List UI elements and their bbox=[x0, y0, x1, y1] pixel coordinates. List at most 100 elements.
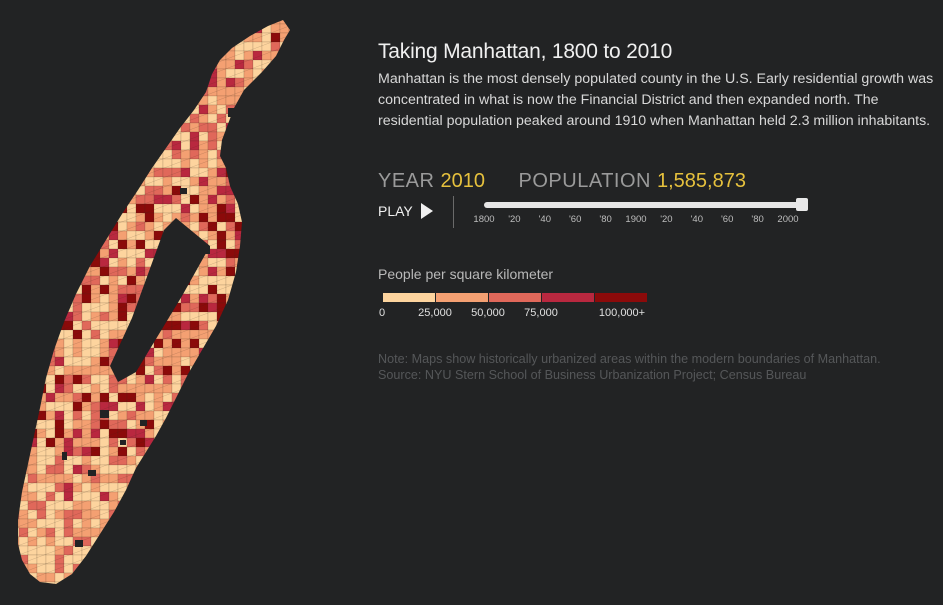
density-cell bbox=[216, 437, 227, 448]
density-cell bbox=[54, 428, 65, 439]
density-cell bbox=[153, 167, 164, 178]
density-cell bbox=[244, 591, 253, 600]
density-cell bbox=[198, 176, 209, 187]
density-cell bbox=[18, 491, 20, 502]
density-cell bbox=[252, 68, 263, 79]
density-cell bbox=[18, 401, 20, 412]
density-cell bbox=[216, 401, 227, 412]
density-cell bbox=[189, 428, 200, 439]
density-cell bbox=[216, 356, 227, 367]
density-cell bbox=[234, 104, 245, 115]
density-cell bbox=[72, 176, 83, 187]
timeline-slider[interactable] bbox=[484, 202, 806, 208]
population-label: POPULATION bbox=[518, 170, 651, 192]
density-cell bbox=[90, 50, 101, 61]
density-cell bbox=[189, 329, 200, 340]
density-cell bbox=[36, 212, 47, 223]
density-cell bbox=[162, 212, 173, 223]
density-cell bbox=[243, 527, 254, 538]
density-cell bbox=[126, 122, 137, 133]
density-cell bbox=[108, 212, 119, 223]
density-cell bbox=[171, 329, 182, 340]
density-cell bbox=[18, 212, 29, 223]
density-cell bbox=[126, 545, 137, 556]
density-cell bbox=[36, 131, 47, 142]
density-cell bbox=[207, 482, 218, 493]
density-cell bbox=[180, 77, 191, 88]
timeline-handle[interactable] bbox=[796, 198, 808, 211]
density-cell bbox=[99, 446, 110, 457]
density-cell bbox=[279, 20, 290, 25]
density-cell bbox=[45, 212, 56, 223]
density-cell bbox=[63, 392, 74, 403]
density-cell bbox=[153, 500, 164, 511]
density-cell bbox=[27, 428, 38, 439]
density-cell bbox=[18, 113, 29, 124]
density-cell bbox=[198, 77, 209, 88]
density-cell bbox=[270, 500, 281, 511]
density-cell bbox=[27, 401, 38, 412]
density-cell bbox=[198, 293, 209, 304]
density-cell bbox=[99, 32, 110, 43]
density-cell bbox=[181, 591, 190, 600]
density-cell bbox=[54, 59, 65, 70]
density-cell bbox=[298, 42, 307, 51]
density-cell bbox=[27, 554, 38, 565]
density-cell bbox=[63, 410, 74, 421]
density-cell bbox=[135, 77, 146, 88]
density-cell bbox=[189, 500, 200, 511]
density-cell bbox=[108, 392, 119, 403]
density-cell bbox=[90, 257, 101, 268]
density-cell bbox=[18, 392, 29, 403]
density-cell bbox=[189, 356, 200, 367]
density-cell bbox=[45, 221, 56, 232]
density-cell bbox=[180, 104, 191, 115]
density-cell bbox=[216, 20, 227, 25]
density-cell bbox=[135, 446, 146, 457]
density-cell bbox=[36, 302, 47, 313]
density-cell bbox=[216, 77, 227, 88]
density-cell bbox=[171, 113, 182, 124]
density-cell bbox=[162, 20, 173, 25]
density-cell bbox=[126, 131, 137, 142]
density-cell bbox=[207, 194, 218, 205]
density-cell bbox=[207, 275, 218, 286]
density-cell bbox=[18, 203, 29, 214]
density-cell bbox=[36, 536, 47, 547]
density-cell bbox=[126, 266, 137, 277]
density-cell bbox=[162, 59, 173, 70]
density-cell bbox=[288, 95, 290, 106]
density-cell bbox=[234, 86, 245, 97]
density-cell bbox=[279, 284, 290, 295]
density-cell bbox=[261, 113, 272, 124]
density-cell bbox=[288, 581, 290, 584]
density-cell bbox=[171, 131, 182, 142]
legend-swatch bbox=[383, 293, 435, 302]
density-cell bbox=[207, 536, 218, 547]
density-cell bbox=[298, 285, 307, 294]
density-cell bbox=[18, 581, 29, 584]
density-cell bbox=[252, 113, 263, 124]
density-cell bbox=[216, 446, 227, 457]
density-cell bbox=[270, 203, 281, 214]
density-cell bbox=[18, 563, 29, 574]
density-cell bbox=[288, 248, 290, 259]
density-cell bbox=[45, 320, 56, 331]
density-cell bbox=[18, 248, 20, 259]
density-cell bbox=[117, 68, 128, 79]
density-cell bbox=[216, 95, 227, 106]
density-cell bbox=[108, 527, 119, 538]
density-cell bbox=[225, 410, 236, 421]
density-cell bbox=[225, 509, 236, 520]
density-cell bbox=[261, 122, 272, 133]
density-cell bbox=[279, 446, 290, 457]
density-cell bbox=[117, 122, 128, 133]
density-cell bbox=[90, 572, 101, 583]
density-cell bbox=[198, 491, 209, 502]
density-cell bbox=[108, 491, 119, 502]
density-cell bbox=[117, 239, 128, 250]
play-button[interactable]: PLAY bbox=[378, 203, 433, 219]
density-cell bbox=[243, 302, 254, 313]
density-cell bbox=[288, 131, 290, 142]
density-cell bbox=[234, 230, 245, 241]
